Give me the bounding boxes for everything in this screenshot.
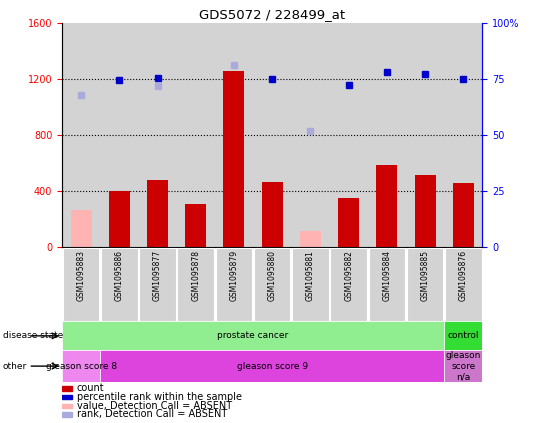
- Bar: [291, 23, 329, 247]
- Bar: [376, 165, 397, 247]
- Bar: [62, 412, 72, 417]
- Text: GSM1095879: GSM1095879: [230, 250, 238, 301]
- Text: GSM1095884: GSM1095884: [382, 250, 391, 301]
- Bar: [62, 386, 72, 390]
- Bar: [139, 23, 177, 247]
- FancyBboxPatch shape: [63, 248, 99, 321]
- Text: disease state: disease state: [3, 331, 63, 341]
- Bar: [147, 180, 168, 247]
- FancyBboxPatch shape: [216, 248, 252, 321]
- Text: percentile rank within the sample: percentile rank within the sample: [77, 392, 241, 402]
- Text: other: other: [3, 362, 27, 371]
- Text: GSM1095882: GSM1095882: [344, 250, 353, 301]
- FancyBboxPatch shape: [369, 248, 405, 321]
- Bar: [444, 350, 482, 382]
- Bar: [406, 23, 444, 247]
- Text: GSM1095881: GSM1095881: [306, 250, 315, 301]
- Text: gleason
score
n/a: gleason score n/a: [446, 351, 481, 381]
- Bar: [71, 210, 92, 247]
- Text: GSM1095883: GSM1095883: [77, 250, 86, 301]
- FancyBboxPatch shape: [101, 248, 137, 321]
- Text: GSM1095885: GSM1095885: [420, 250, 430, 301]
- Text: GSM1095880: GSM1095880: [268, 250, 277, 301]
- Bar: [100, 350, 444, 382]
- Bar: [444, 321, 482, 350]
- Bar: [185, 204, 206, 247]
- Text: rank, Detection Call = ABSENT: rank, Detection Call = ABSENT: [77, 409, 227, 420]
- Bar: [100, 23, 139, 247]
- Bar: [453, 183, 474, 247]
- Bar: [215, 23, 253, 247]
- Text: count: count: [77, 383, 105, 393]
- FancyBboxPatch shape: [330, 248, 367, 321]
- Bar: [62, 23, 100, 247]
- Bar: [329, 23, 368, 247]
- Bar: [253, 23, 291, 247]
- Bar: [262, 181, 283, 247]
- Text: control: control: [447, 331, 479, 341]
- Bar: [109, 192, 130, 247]
- Text: value, Detection Call = ABSENT: value, Detection Call = ABSENT: [77, 401, 232, 411]
- FancyBboxPatch shape: [292, 248, 329, 321]
- Text: prostate cancer: prostate cancer: [217, 331, 289, 341]
- FancyBboxPatch shape: [139, 248, 176, 321]
- Bar: [62, 350, 100, 382]
- Bar: [300, 231, 321, 247]
- Bar: [177, 23, 215, 247]
- FancyBboxPatch shape: [177, 248, 214, 321]
- Bar: [224, 71, 245, 247]
- FancyBboxPatch shape: [407, 248, 444, 321]
- FancyBboxPatch shape: [445, 248, 481, 321]
- Bar: [62, 404, 72, 408]
- FancyBboxPatch shape: [254, 248, 291, 321]
- Bar: [338, 198, 359, 247]
- Text: GSM1095877: GSM1095877: [153, 250, 162, 301]
- Text: gleason score 8: gleason score 8: [45, 362, 116, 371]
- Text: gleason score 9: gleason score 9: [237, 362, 308, 371]
- Title: GDS5072 / 228499_at: GDS5072 / 228499_at: [199, 8, 345, 21]
- Text: GSM1095878: GSM1095878: [191, 250, 201, 301]
- Text: GSM1095876: GSM1095876: [459, 250, 468, 301]
- Bar: [414, 175, 436, 247]
- Bar: [368, 23, 406, 247]
- Text: GSM1095886: GSM1095886: [115, 250, 124, 301]
- Bar: [444, 23, 482, 247]
- Bar: [62, 395, 72, 399]
